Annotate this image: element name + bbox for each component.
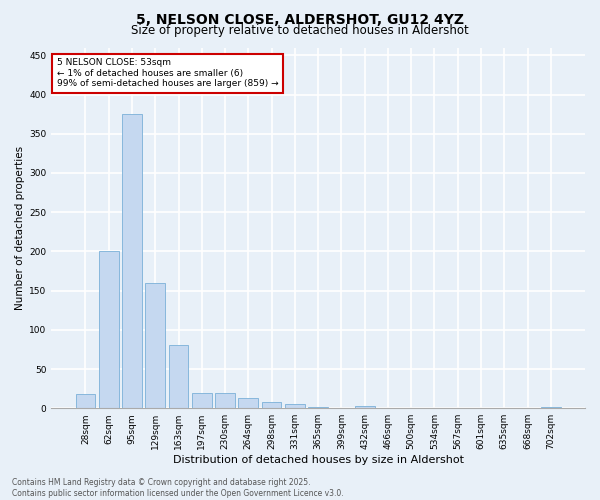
Bar (192, 392, 212, 408)
Bar (355, 406, 374, 408)
Bar (76, 394, 95, 408)
Bar (145, 282, 165, 408)
Bar (308, 406, 328, 408)
Text: Contains HM Land Registry data © Crown copyright and database right 2025.
Contai: Contains HM Land Registry data © Crown c… (12, 478, 344, 498)
Bar (122, 114, 142, 408)
Text: 5 NELSON CLOSE: 53sqm
← 1% of detached houses are smaller (6)
99% of semi-detach: 5 NELSON CLOSE: 53sqm ← 1% of detached h… (56, 58, 278, 88)
Y-axis label: Number of detached properties: Number of detached properties (15, 146, 25, 310)
Text: Size of property relative to detached houses in Aldershot: Size of property relative to detached ho… (131, 24, 469, 37)
Bar (285, 404, 305, 408)
X-axis label: Distribution of detached houses by size in Aldershot: Distribution of detached houses by size … (173, 455, 464, 465)
Bar (541, 406, 561, 408)
Bar (238, 398, 258, 408)
Bar (215, 392, 235, 408)
Bar (169, 346, 188, 408)
Bar (99, 252, 119, 408)
Bar (262, 402, 281, 408)
Text: 5, NELSON CLOSE, ALDERSHOT, GU12 4YZ: 5, NELSON CLOSE, ALDERSHOT, GU12 4YZ (136, 12, 464, 26)
